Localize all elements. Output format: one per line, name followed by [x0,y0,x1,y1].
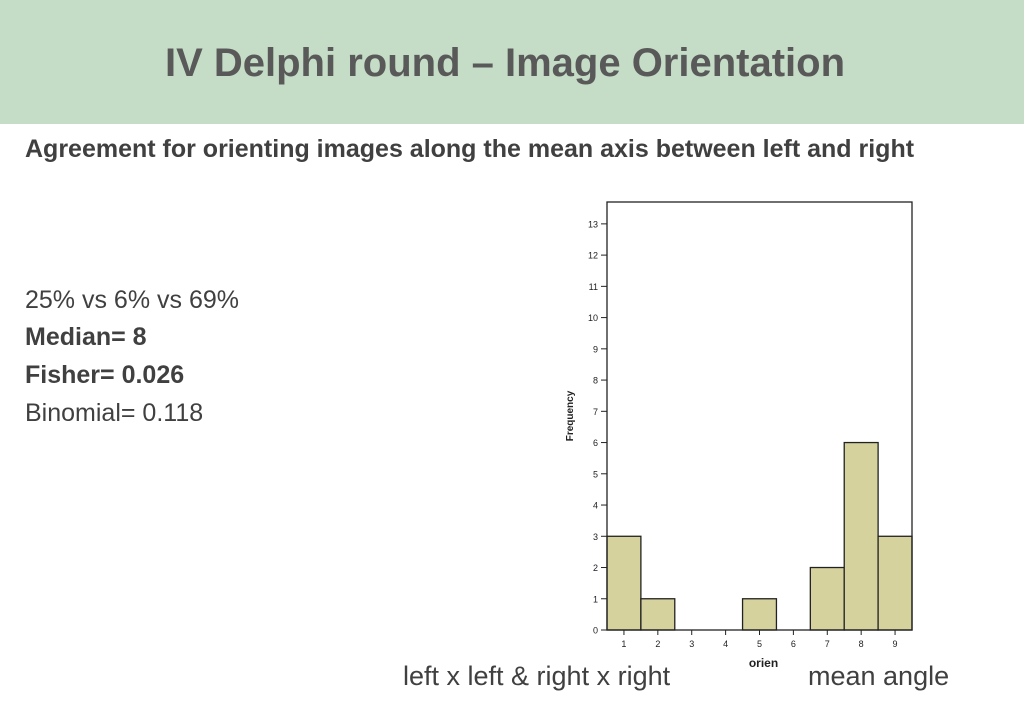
percentages-text: 25% vs 6% vs 69% [25,286,239,314]
y-tick-label: 3 [593,532,598,542]
x-tick-label: 4 [723,639,728,649]
x-tick-label: 3 [689,639,694,649]
binomial-text: Binomial= 0.118 [25,399,204,427]
page-title: IV Delphi round – Image Orientation [164,41,846,85]
x-tick-label: 5 [757,639,762,649]
x-tick-label: 9 [893,639,898,649]
y-tick-label: 4 [593,501,598,511]
y-tick-label: 5 [593,469,598,479]
x-tick-label: 2 [655,639,660,649]
bar [843,441,879,631]
fisher-text: Fisher= 0.026 [25,361,185,389]
title-banner: IV Delphi round – Image Orientation [0,0,1024,124]
y-tick-label: 0 [593,626,598,636]
x-tick-label: 8 [859,639,864,649]
y-tick-label: 9 [593,344,598,354]
x-annotation-right: mean angle [808,661,950,691]
y-tick-label: 7 [593,407,598,417]
median-text: Median= 8 [25,323,147,351]
y-tick-label: 2 [593,563,598,573]
y-tick-label: 13 [588,219,598,229]
y-tick-label: 11 [589,282,598,292]
x-tick-label: 6 [791,639,796,649]
y-axis-title: Frequency [565,390,576,441]
y-tick-label: 6 [593,438,598,448]
x-tick-label: 7 [825,639,830,649]
bar [606,535,642,631]
bar [809,566,845,631]
y-tick-label: 12 [588,251,598,261]
bar [640,598,676,631]
x-axis-title: orien [749,656,778,670]
y-tick-label: 8 [593,376,598,386]
bar [877,535,913,631]
x-tick-label: 1 [621,639,626,649]
slide-subtitle: Agreement for orienting images along the… [25,135,915,163]
y-tick-label: 10 [588,313,598,323]
y-tick-label: 1 [593,594,598,604]
bar [741,598,778,631]
x-annotation-left: left x left & right x right [403,661,671,691]
